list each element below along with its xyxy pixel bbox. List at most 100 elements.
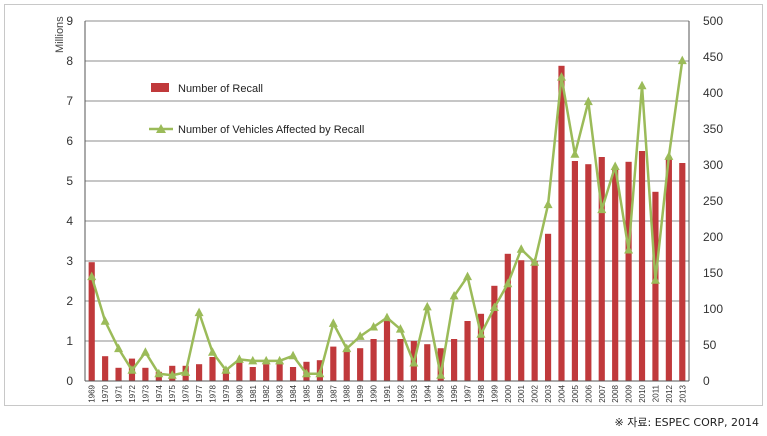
x-tick-label: 1982 (262, 384, 271, 402)
line-point-2003 (543, 199, 553, 209)
source-note: ※ 자료: ESPEC CORP, 2014 (614, 416, 759, 429)
line-point-1989 (355, 331, 365, 340)
x-tick-label: 1973 (141, 384, 150, 402)
x-tick-label: 1974 (155, 384, 164, 402)
gridlines (85, 20, 689, 382)
bar-1992 (397, 339, 404, 381)
x-tick-label: 1994 (423, 384, 432, 402)
y-right-tick-label: 500 (703, 14, 723, 28)
y-right-tick-label: 250 (703, 194, 723, 208)
line-point-1976 (181, 367, 191, 376)
bar-1994 (424, 344, 431, 381)
bar-1973 (142, 367, 149, 381)
bar-1977 (196, 364, 203, 381)
line-point-2010 (637, 80, 647, 90)
x-tick-label: 1989 (356, 384, 365, 402)
line-point-2013 (677, 55, 687, 65)
y-left-tick-label: 9 (66, 14, 73, 28)
y-right-tick-label: 300 (703, 158, 723, 172)
bar-2006 (585, 164, 592, 381)
x-tick-label: 2004 (557, 384, 566, 402)
bar-2008 (612, 169, 619, 381)
x-tick-label: 1976 (182, 384, 191, 402)
y-left-tick-label: 7 (66, 94, 73, 108)
x-tick-label: 1992 (396, 384, 405, 402)
x-tick-label: 1975 (168, 384, 177, 402)
bar-1999 (491, 285, 498, 381)
x-tick-label: 1986 (316, 384, 325, 402)
bar-2007 (598, 157, 605, 381)
bar-1970 (102, 356, 109, 381)
x-tick-label: 2013 (678, 384, 687, 402)
line-point-1980 (234, 354, 244, 363)
line-point-1999 (489, 302, 499, 312)
line-point-1982 (261, 355, 271, 365)
line-point-1983 (275, 355, 285, 365)
y-left-tick-label: 5 (66, 174, 73, 188)
line-point-1987 (328, 318, 338, 327)
y-left-tick-label: 4 (66, 214, 73, 228)
line-point-2009 (624, 244, 634, 254)
line-point-1990 (369, 322, 379, 331)
bar-2013 (679, 163, 686, 381)
line-point-1997 (463, 271, 473, 281)
bar-1991 (383, 321, 391, 381)
x-tick-label: 1980 (235, 384, 244, 402)
line-series (87, 55, 687, 379)
x-tick-label: 2003 (544, 384, 553, 402)
line-point-2012 (664, 151, 674, 160)
x-tick-label: 1977 (195, 384, 204, 402)
x-tick-label: 2005 (571, 384, 580, 402)
line-point-1985 (301, 368, 311, 378)
bar-1989 (357, 348, 364, 381)
bar-1984 (289, 367, 297, 381)
x-tick-label: 1983 (276, 384, 285, 402)
legend-line-label: Number of Vehicles Affected by Recall (178, 124, 364, 136)
bar-1990 (370, 339, 377, 381)
x-tick-label: 1990 (370, 384, 379, 402)
x-tick-label: 1987 (329, 384, 338, 402)
bar-2005 (571, 161, 578, 381)
x-tick-label: 1979 (222, 384, 231, 402)
line-point-2002 (530, 257, 540, 266)
bar-1979 (222, 369, 230, 381)
line-point-2000 (503, 278, 513, 288)
bar-2001 (518, 260, 525, 381)
line-point-1988 (342, 343, 352, 353)
line-point-2004 (556, 72, 566, 81)
line-point-1971 (114, 343, 124, 353)
bar-1971 (115, 367, 122, 381)
bar-1998 (477, 313, 485, 381)
line-point-2005 (570, 149, 580, 158)
y-left-tick-label: 0 (66, 374, 73, 388)
line-point-1978 (208, 347, 218, 356)
line-point-1969 (87, 271, 97, 281)
x-tick-label: 1969 (88, 384, 97, 402)
x-tick-label: 1991 (383, 384, 392, 402)
legend: Number of Recall Number of Vehicles Affe… (149, 83, 364, 136)
x-tick-label: 1988 (343, 384, 352, 402)
bar-1978 (209, 357, 216, 381)
x-tick-label: 1996 (450, 384, 459, 402)
x-tick-label: 1978 (209, 384, 218, 402)
bar-1987 (330, 346, 337, 381)
y-right-tick-label: 450 (703, 50, 723, 64)
line-point-1994 (422, 301, 432, 311)
bar-1983 (276, 363, 283, 381)
bar-1995 (437, 348, 444, 381)
x-tick-label: 2007 (598, 384, 607, 402)
bar-1982 (263, 364, 270, 381)
x-tick-label: 1993 (410, 384, 419, 402)
y-right-tick-label: 0 (703, 374, 710, 388)
y-left-tick-label: 1 (66, 334, 73, 348)
line-point-1974 (154, 368, 164, 378)
line-point-2011 (650, 275, 660, 284)
bar-2012 (665, 157, 672, 381)
legend-bar-label: Number of Recall (178, 83, 263, 95)
line-point-1975 (167, 370, 177, 379)
bar-2011 (652, 191, 659, 381)
bar-2004 (558, 65, 565, 382)
y-right-tick-label: 200 (703, 230, 723, 244)
bar-1996 (451, 339, 458, 381)
x-tick-label: 2012 (665, 384, 674, 402)
